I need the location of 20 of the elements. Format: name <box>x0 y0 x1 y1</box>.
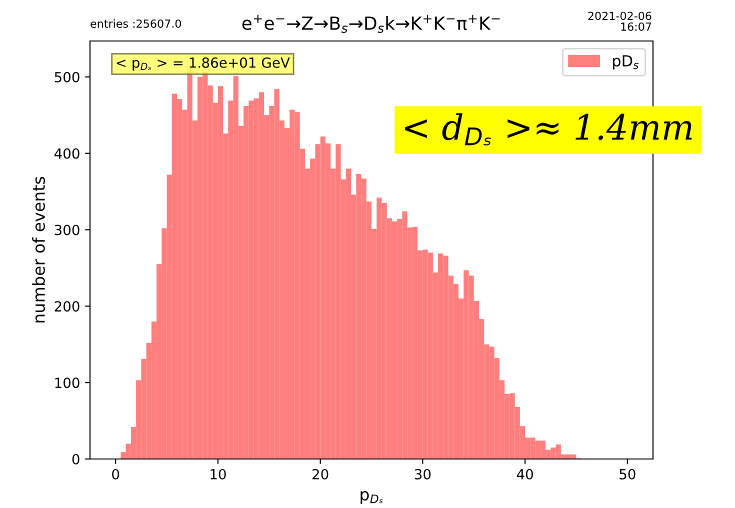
y-axis-title: number of events <box>32 176 45 322</box>
y-tick-label: 100 <box>55 378 80 388</box>
x-tick-label: 0 <box>112 468 120 480</box>
y-tick-label: 400 <box>54 148 80 159</box>
chart-title: e$^{+}$e$^{−}$→Z→B$_{s}$→D$_{s}$k→K$^{+}$K$^{−}$π$^{+}$K$^{−}$ <box>242 14 500 33</box>
x-tick-label: 10 <box>210 468 226 480</box>
x-tick-label: 30 <box>414 468 431 480</box>
y-tick-label: 500 <box>54 72 80 82</box>
annotation: < d$_{Dₛ}$ >≈ 1.4mm <box>405 113 692 146</box>
x-tick-label: 50 <box>620 468 636 480</box>
legend-label: pD$_{s}$ <box>612 55 639 70</box>
y-tick-label: 200 <box>54 301 80 312</box>
y-tick-label: 0 <box>72 454 80 464</box>
annotation: < p$_{Dₛ}$ > = 1.86e+01 GeV <box>116 57 290 71</box>
y-tick-label: 300 <box>54 224 80 236</box>
x-axis-title: p$_{Dₛ}$ <box>360 491 383 504</box>
x-tick-label: 40 <box>516 468 533 480</box>
text: entries :25607.0 <box>90 19 181 28</box>
text: 2021-02-06 16:07 <box>588 12 652 31</box>
x-tick-label: 20 <box>312 468 328 480</box>
